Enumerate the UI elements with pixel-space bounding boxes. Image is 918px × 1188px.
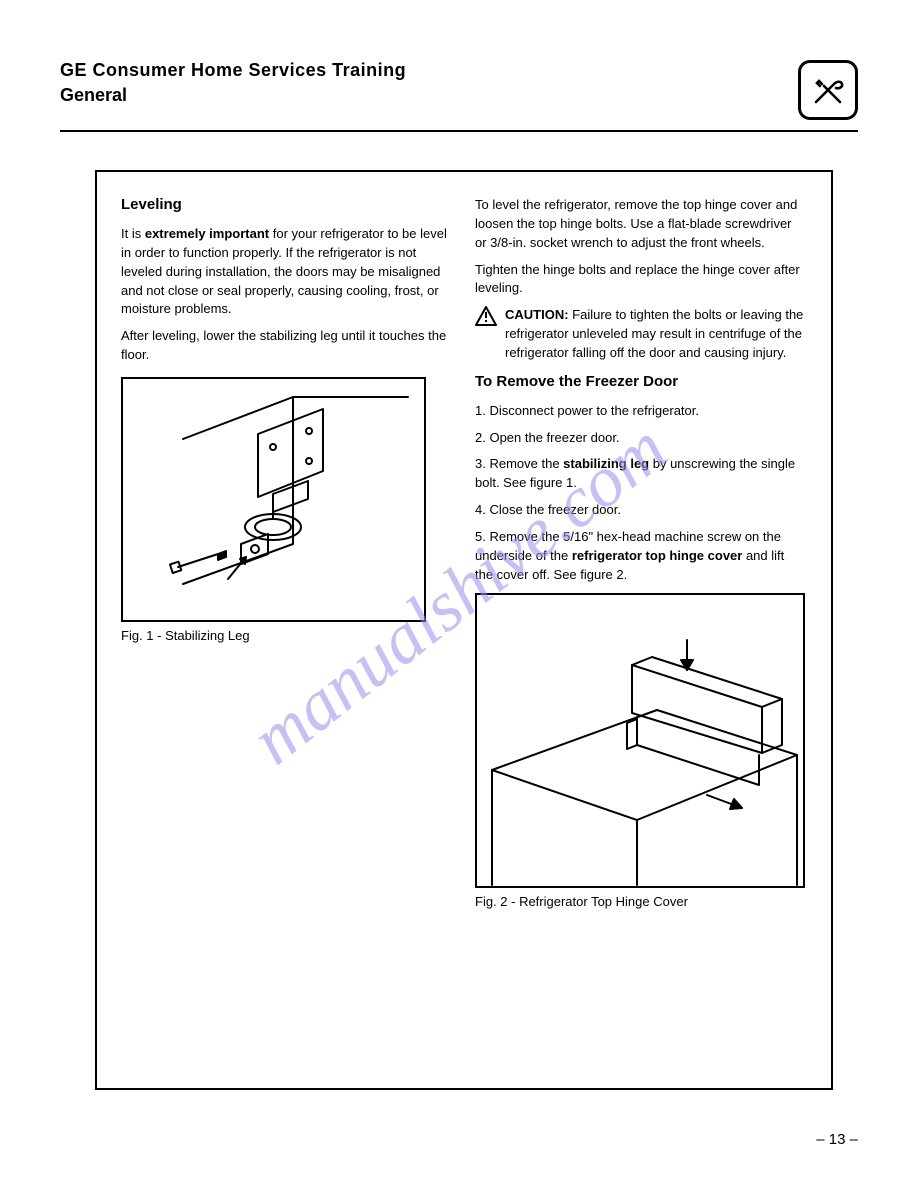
warning-triangle-icon — [475, 306, 497, 326]
wrench-screwdriver-icon — [806, 68, 850, 112]
step-1: 1. Disconnect power to the refrigerator. — [475, 402, 805, 421]
header-subtitle: General — [60, 85, 406, 106]
right-column: To level the refrigerator, remove the to… — [475, 196, 805, 909]
leveling-p2: After leveling, lower the stabilizing le… — [121, 327, 451, 365]
tool-icon — [798, 60, 858, 120]
step-4: 4. Close the freezer door. — [475, 501, 805, 520]
page-number: – 13 – — [816, 1131, 858, 1148]
header-title: GE Consumer Home Services Training — [60, 60, 406, 81]
header-left: GE Consumer Home Services Training Gener… — [60, 60, 406, 106]
caution-label: CAUTION: — [505, 307, 569, 322]
figure-1-caption: Fig. 1 - Stabilizing Leg — [121, 628, 451, 643]
step5-bold: refrigerator top hinge cover — [572, 548, 742, 563]
caution-row: CAUTION: Failure to tighten the bolts or… — [475, 306, 805, 363]
page: GE Consumer Home Services Training Gener… — [0, 0, 918, 1188]
right-p1: To level the refrigerator, remove the to… — [475, 196, 805, 253]
step3-bold: stabilizing leg — [563, 456, 649, 471]
leveling-p1: It is extremely important for your refri… — [121, 225, 451, 319]
right-p2: Tighten the hinge bolts and replace the … — [475, 261, 805, 299]
step-2: 2. Open the freezer door. — [475, 429, 805, 448]
figure-2-svg — [477, 595, 807, 890]
figure-2-caption: Fig. 2 - Refrigerator Top Hinge Cover — [475, 894, 805, 909]
heading-leveling: Leveling — [121, 196, 451, 213]
step-5: 5. Remove the 5/16" hex-head machine scr… — [475, 528, 805, 585]
heading-remove-door: To Remove the Freezer Door — [475, 373, 805, 390]
p1-prefix: It is — [121, 226, 145, 241]
step3-prefix: 3. Remove the — [475, 456, 563, 471]
figure-1-box — [121, 377, 426, 622]
figure-2-box — [475, 593, 805, 888]
header-rule — [60, 130, 858, 132]
left-column: Leveling It is extremely important for y… — [121, 196, 451, 643]
caution-text-block: CAUTION: Failure to tighten the bolts or… — [505, 306, 805, 363]
header-row: GE Consumer Home Services Training Gener… — [60, 60, 858, 120]
p1-bold: extremely important — [145, 226, 269, 241]
step-3: 3. Remove the stabilizing leg by unscrew… — [475, 455, 805, 493]
figure-1-svg — [123, 379, 428, 624]
page-header: GE Consumer Home Services Training Gener… — [60, 60, 858, 132]
content-box: Leveling It is extremely important for y… — [95, 170, 833, 1090]
